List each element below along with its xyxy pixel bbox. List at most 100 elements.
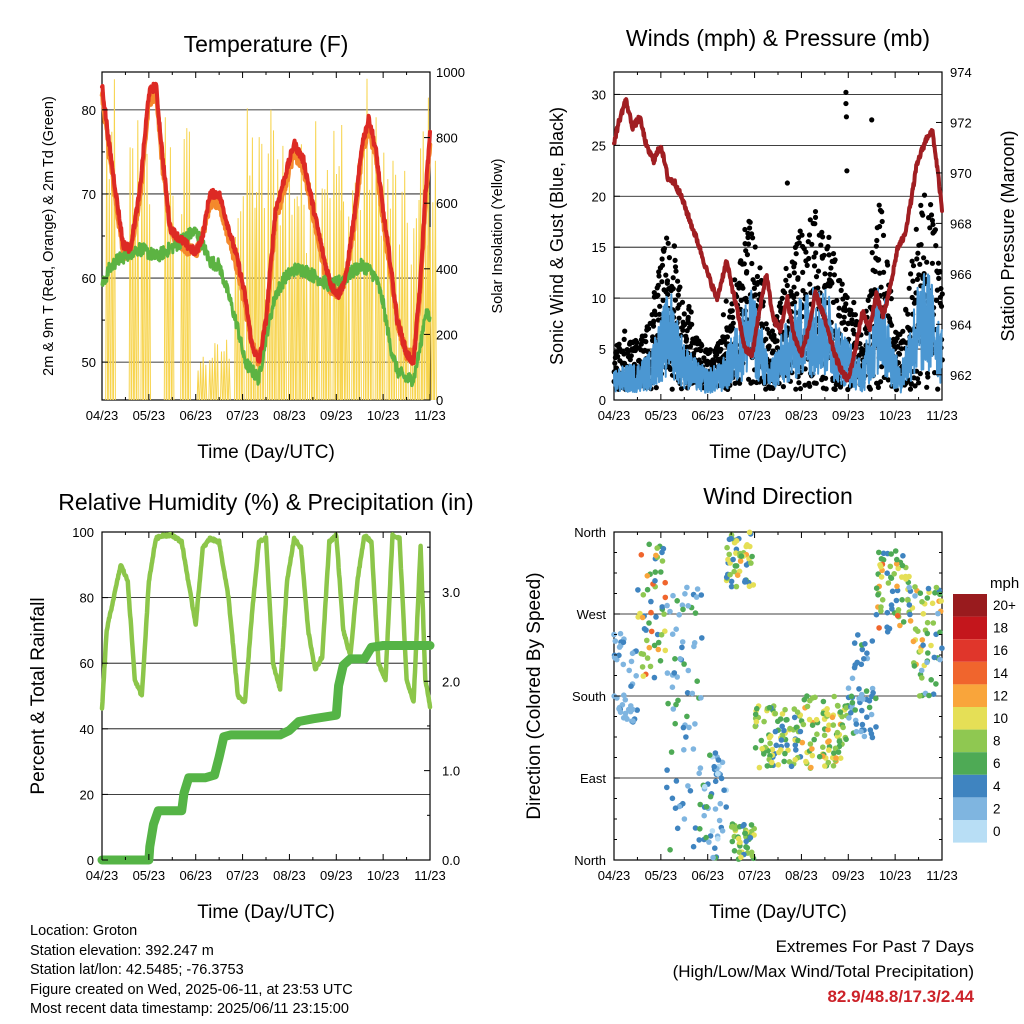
winds-y2tick-label: 964 xyxy=(950,317,972,332)
direction-point xyxy=(795,737,801,744)
direction-point xyxy=(816,753,823,760)
gust-point xyxy=(873,243,879,249)
gust-point xyxy=(783,265,789,272)
direction-point xyxy=(778,737,785,743)
total-precipitation-line xyxy=(97,641,435,865)
gust-point xyxy=(909,258,915,264)
gust-point xyxy=(921,192,928,198)
precip-y2tick-label: 3.0 xyxy=(442,585,460,600)
direction-point xyxy=(906,584,912,591)
gust-point xyxy=(838,287,844,293)
direction-point xyxy=(640,592,647,598)
direction-point xyxy=(862,641,868,647)
gust-point xyxy=(615,353,621,360)
gust-point xyxy=(939,291,945,297)
direction-point xyxy=(928,677,934,683)
humidity-ylabel: Percent & Total Rainfall xyxy=(28,597,49,794)
direction-point xyxy=(696,837,702,843)
direction-point xyxy=(891,571,897,577)
gust-point xyxy=(651,318,657,324)
direction-point xyxy=(808,764,814,771)
gust-point xyxy=(672,257,678,263)
direction-ytick-label: West xyxy=(577,607,607,622)
direction-point xyxy=(628,658,635,665)
direction-point xyxy=(730,556,736,563)
direction-point xyxy=(791,714,798,721)
gust-point xyxy=(666,255,673,261)
direction-point xyxy=(672,720,678,727)
direction-point xyxy=(859,691,865,698)
direction-point xyxy=(749,553,755,560)
direction-point xyxy=(892,548,899,554)
precip-y2tick-label: 1.0 xyxy=(442,764,460,779)
direction-point xyxy=(861,656,867,662)
temperature-y2tick-label: 1000 xyxy=(436,65,465,80)
direction-point xyxy=(646,541,652,548)
direction-point xyxy=(885,580,892,586)
gust-point xyxy=(792,261,798,267)
direction-point xyxy=(787,725,793,732)
direction-point xyxy=(670,592,676,599)
direction-point xyxy=(930,691,937,697)
direction-point xyxy=(830,763,837,769)
direction-point xyxy=(682,591,688,597)
gust-point xyxy=(877,223,883,230)
direction-point xyxy=(888,551,894,557)
direction-ytick-label: East xyxy=(580,771,606,786)
gust-point xyxy=(914,376,921,382)
direction-point xyxy=(769,759,775,766)
direction-point xyxy=(684,690,691,696)
winds-xtick-label: 08/23 xyxy=(785,408,818,423)
gust-point xyxy=(802,382,808,388)
gust-point xyxy=(796,240,802,246)
direction-point xyxy=(900,619,907,625)
direction-point xyxy=(680,606,686,613)
gust-point xyxy=(650,323,657,329)
direction-point xyxy=(664,784,670,791)
direction-point xyxy=(825,759,832,766)
gust-point xyxy=(749,231,755,237)
direction-point xyxy=(728,583,735,590)
gust-point xyxy=(769,328,776,334)
gust-point xyxy=(672,264,679,270)
gust-point xyxy=(653,385,659,391)
direction-point xyxy=(851,640,858,646)
direction-point xyxy=(876,549,882,556)
temperature-2m-line xyxy=(100,81,432,366)
direction-point xyxy=(933,584,940,591)
gust-point xyxy=(879,218,885,225)
location-text: Location: Groton xyxy=(30,923,138,939)
direction-point xyxy=(752,723,759,730)
direction-point xyxy=(644,586,651,593)
gust-point xyxy=(905,311,911,317)
direction-point xyxy=(712,845,718,851)
direction-point xyxy=(906,602,913,608)
gust-point xyxy=(894,335,900,341)
humidity-xlabel: Time (Day/UTC) xyxy=(197,902,335,923)
direction-point xyxy=(707,793,714,800)
gust-point xyxy=(651,290,657,296)
winds-y2tick-label: 968 xyxy=(950,216,972,231)
direction-point xyxy=(694,586,701,592)
direction-point xyxy=(697,826,703,832)
gust-point xyxy=(744,269,750,275)
direction-point xyxy=(667,847,673,853)
direction-point xyxy=(733,538,740,544)
direction-point xyxy=(723,804,729,810)
direction-point xyxy=(925,650,931,656)
gust-point xyxy=(665,291,671,298)
gust-point xyxy=(916,380,922,386)
direction-point xyxy=(848,710,854,716)
gust-point xyxy=(929,260,936,266)
humidity-xtick-label: 06/23 xyxy=(179,868,212,883)
colorbar-swatch xyxy=(953,707,987,730)
humidity-ytick-label: 60 xyxy=(80,656,94,671)
direction-point xyxy=(654,545,660,551)
direction-xtick-label: 05/23 xyxy=(645,868,678,883)
colorbar-label: 10 xyxy=(993,711,1008,726)
direction-point xyxy=(758,737,765,744)
direction-point xyxy=(726,551,732,558)
gust-point xyxy=(827,271,833,277)
direction-point xyxy=(662,594,669,601)
direction-point xyxy=(920,642,926,648)
